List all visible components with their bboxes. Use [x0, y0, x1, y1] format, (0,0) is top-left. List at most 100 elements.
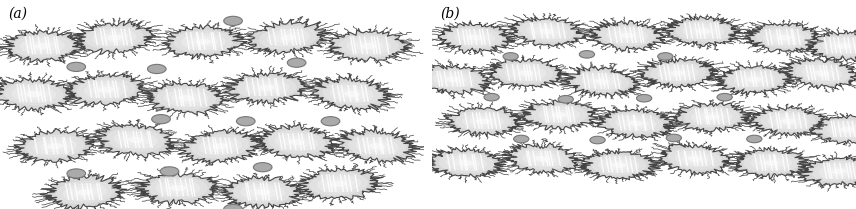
Polygon shape: [675, 151, 716, 167]
Polygon shape: [121, 134, 150, 146]
Polygon shape: [454, 30, 496, 46]
Polygon shape: [670, 70, 686, 76]
Polygon shape: [106, 34, 122, 41]
Circle shape: [152, 115, 170, 124]
Polygon shape: [805, 31, 856, 61]
Polygon shape: [538, 107, 580, 123]
Polygon shape: [348, 135, 407, 158]
Polygon shape: [658, 144, 734, 175]
Polygon shape: [704, 114, 720, 120]
Circle shape: [746, 135, 762, 143]
Polygon shape: [734, 71, 775, 87]
Polygon shape: [195, 39, 211, 45]
Polygon shape: [206, 140, 235, 152]
Polygon shape: [142, 81, 229, 115]
Polygon shape: [664, 68, 692, 78]
Polygon shape: [354, 40, 383, 52]
Polygon shape: [758, 158, 785, 168]
Polygon shape: [591, 155, 646, 176]
Polygon shape: [308, 75, 395, 111]
Polygon shape: [526, 23, 568, 39]
Polygon shape: [12, 85, 56, 103]
Polygon shape: [552, 112, 567, 118]
Polygon shape: [795, 62, 849, 84]
Polygon shape: [324, 178, 354, 190]
Polygon shape: [438, 153, 494, 173]
Polygon shape: [433, 71, 474, 87]
Polygon shape: [744, 153, 799, 173]
Circle shape: [717, 93, 732, 101]
Polygon shape: [512, 68, 539, 78]
Circle shape: [657, 53, 673, 60]
Polygon shape: [764, 160, 779, 166]
Polygon shape: [254, 189, 270, 195]
Polygon shape: [574, 71, 629, 92]
Polygon shape: [34, 43, 51, 49]
Polygon shape: [696, 28, 711, 34]
Polygon shape: [148, 177, 208, 199]
Polygon shape: [498, 63, 553, 84]
Polygon shape: [26, 91, 42, 97]
Polygon shape: [462, 113, 504, 129]
Polygon shape: [831, 168, 847, 174]
Polygon shape: [614, 30, 641, 41]
Polygon shape: [467, 35, 482, 41]
Circle shape: [321, 117, 340, 126]
Polygon shape: [820, 119, 856, 140]
Polygon shape: [275, 133, 318, 151]
Polygon shape: [598, 157, 639, 173]
Polygon shape: [360, 43, 377, 49]
Polygon shape: [33, 138, 77, 155]
Polygon shape: [798, 157, 856, 187]
Polygon shape: [816, 36, 856, 56]
Polygon shape: [684, 107, 740, 127]
Circle shape: [236, 117, 255, 126]
Polygon shape: [27, 40, 57, 52]
Circle shape: [484, 93, 499, 101]
Polygon shape: [70, 186, 99, 198]
Polygon shape: [698, 112, 726, 122]
Polygon shape: [834, 124, 856, 135]
Polygon shape: [811, 161, 856, 182]
Polygon shape: [662, 16, 742, 46]
Polygon shape: [675, 21, 731, 42]
Polygon shape: [0, 30, 86, 62]
Polygon shape: [339, 35, 398, 57]
Polygon shape: [691, 109, 733, 125]
Polygon shape: [469, 116, 497, 126]
Polygon shape: [746, 76, 762, 82]
Polygon shape: [343, 91, 360, 97]
Polygon shape: [323, 82, 381, 106]
Polygon shape: [327, 30, 412, 62]
Polygon shape: [683, 24, 724, 39]
Polygon shape: [452, 158, 480, 168]
Polygon shape: [178, 129, 263, 163]
Polygon shape: [770, 32, 798, 43]
Circle shape: [223, 204, 242, 209]
Polygon shape: [114, 131, 158, 149]
Polygon shape: [829, 41, 856, 51]
Polygon shape: [92, 29, 136, 46]
Circle shape: [67, 169, 86, 178]
Polygon shape: [62, 184, 107, 201]
Polygon shape: [164, 90, 209, 107]
Polygon shape: [475, 118, 490, 124]
Polygon shape: [274, 32, 303, 44]
Polygon shape: [459, 160, 473, 166]
Text: (a): (a): [9, 6, 27, 20]
Polygon shape: [355, 138, 399, 155]
Polygon shape: [545, 110, 574, 120]
Polygon shape: [233, 181, 293, 204]
Polygon shape: [751, 155, 792, 171]
Polygon shape: [461, 32, 489, 43]
Polygon shape: [296, 168, 383, 199]
Polygon shape: [622, 118, 650, 129]
Circle shape: [160, 167, 179, 176]
Polygon shape: [687, 156, 703, 162]
Polygon shape: [535, 156, 550, 162]
Polygon shape: [280, 34, 296, 41]
Polygon shape: [106, 128, 164, 152]
Polygon shape: [128, 137, 144, 143]
Polygon shape: [77, 189, 92, 196]
Polygon shape: [245, 79, 289, 96]
